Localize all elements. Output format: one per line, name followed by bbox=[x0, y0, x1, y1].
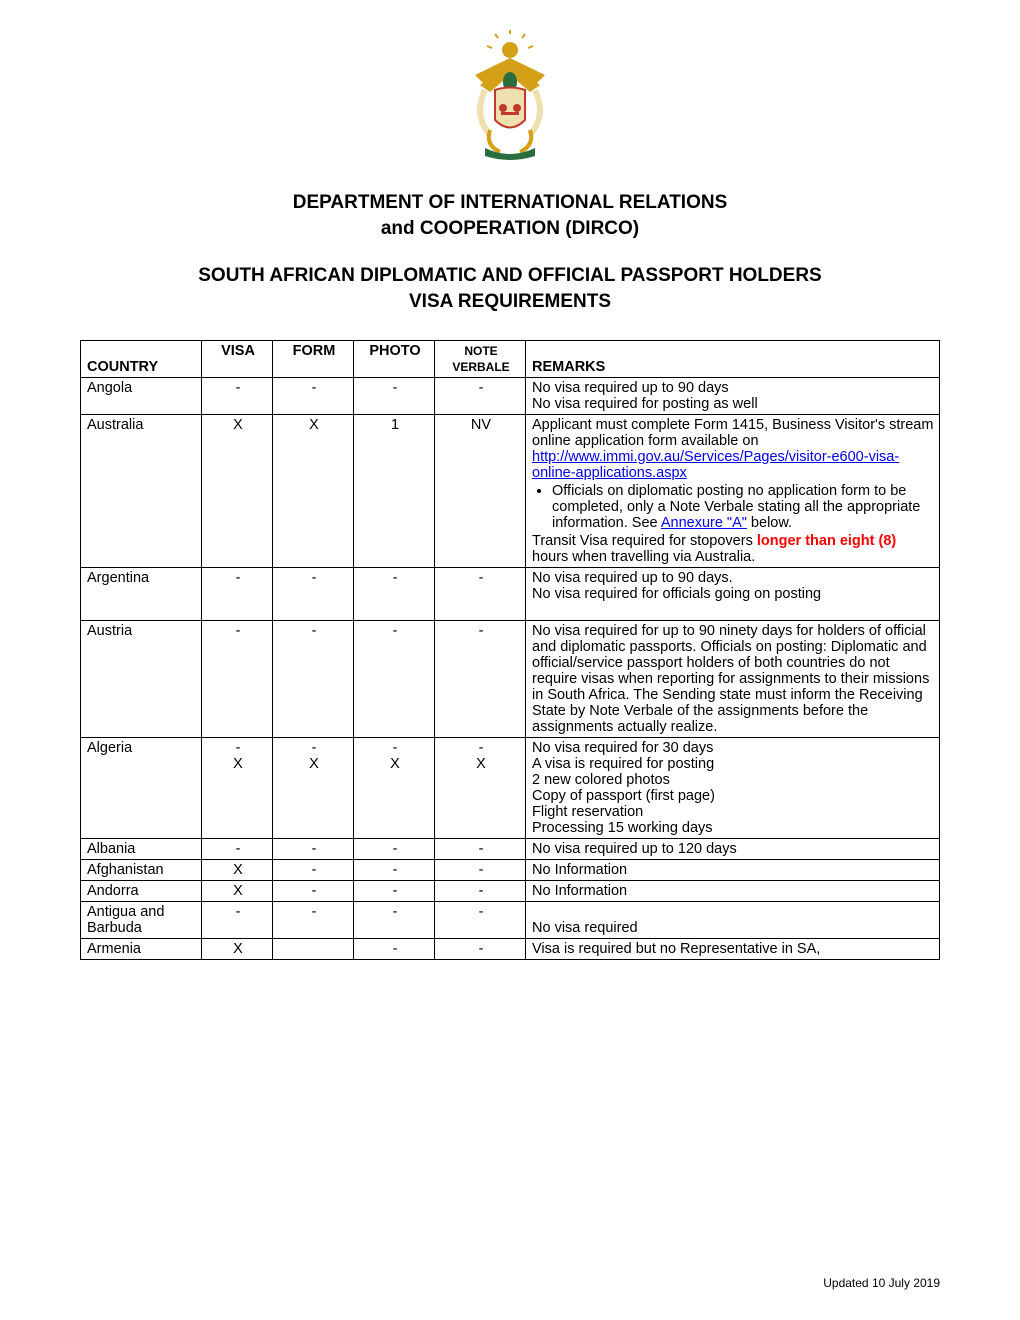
cell-form bbox=[273, 938, 354, 959]
cell-visa: - bbox=[202, 567, 273, 620]
cell-form: - bbox=[273, 901, 354, 938]
title-line-4: VISA REQUIREMENTS bbox=[80, 289, 940, 315]
title-line-3: SOUTH AFRICAN DIPLOMATIC AND OFFICIAL PA… bbox=[80, 263, 940, 289]
col-note-verbale: NOTE VERBALE bbox=[435, 340, 526, 377]
col-photo: PHOTO bbox=[354, 340, 435, 377]
cell-visa: - bbox=[202, 377, 273, 414]
cell-visa: - bbox=[202, 838, 273, 859]
cell-remarks: No visa required for up to 90 ninety day… bbox=[526, 620, 940, 737]
table-body: Angola----No visa required up to 90 days… bbox=[81, 377, 940, 959]
cell-nv: - bbox=[435, 377, 526, 414]
table-row: AfghanistanX---No Information bbox=[81, 859, 940, 880]
footer-updated: Updated 10 July 2019 bbox=[823, 1276, 940, 1290]
cell-visa: - bbox=[202, 901, 273, 938]
title-block: DEPARTMENT OF INTERNATIONAL RELATIONS an… bbox=[80, 190, 940, 315]
cell-nv: - bbox=[435, 620, 526, 737]
cell-photo: - bbox=[354, 838, 435, 859]
cell-remarks: No visa required bbox=[526, 901, 940, 938]
cell-form: -X bbox=[273, 737, 354, 838]
table-row: Argentina----No visa required up to 90 d… bbox=[81, 567, 940, 620]
cell-country: Albania bbox=[81, 838, 202, 859]
cell-visa: X bbox=[202, 414, 273, 567]
cell-remarks: Visa is required but no Representative i… bbox=[526, 938, 940, 959]
cell-country: Afghanistan bbox=[81, 859, 202, 880]
cell-country: Andorra bbox=[81, 880, 202, 901]
cell-visa: X bbox=[202, 880, 273, 901]
cell-nv: NV bbox=[435, 414, 526, 567]
col-form: FORM bbox=[273, 340, 354, 377]
cell-form: - bbox=[273, 859, 354, 880]
cell-country: Argentina bbox=[81, 567, 202, 620]
table-row: Angola----No visa required up to 90 days… bbox=[81, 377, 940, 414]
title-line-1: DEPARTMENT OF INTERNATIONAL RELATIONS bbox=[80, 190, 940, 216]
cell-form: X bbox=[273, 414, 354, 567]
cell-nv: - bbox=[435, 838, 526, 859]
cell-remarks: No Information bbox=[526, 859, 940, 880]
cell-form: - bbox=[273, 567, 354, 620]
cell-form: - bbox=[273, 838, 354, 859]
cell-country: Antigua and Barbuda bbox=[81, 901, 202, 938]
cell-remarks: No visa required up to 90 days.No visa r… bbox=[526, 567, 940, 620]
cell-photo: - bbox=[354, 567, 435, 620]
title-line-2: and COOPERATION (DIRCO) bbox=[80, 216, 940, 242]
cell-country: Angola bbox=[81, 377, 202, 414]
table-row: Albania----No visa required up to 120 da… bbox=[81, 838, 940, 859]
cell-country: Armenia bbox=[81, 938, 202, 959]
cell-nv: - bbox=[435, 567, 526, 620]
cell-nv: - bbox=[435, 859, 526, 880]
cell-photo: - bbox=[354, 938, 435, 959]
cell-remarks: No visa required up to 90 daysNo visa re… bbox=[526, 377, 940, 414]
cell-country: Australia bbox=[81, 414, 202, 567]
cell-photo: - bbox=[354, 620, 435, 737]
visa-table: COUNTRY VISA FORM PHOTO NOTE VERBALE REM… bbox=[80, 340, 940, 960]
col-visa: VISA bbox=[202, 340, 273, 377]
cell-remarks: Applicant must complete Form 1415, Busin… bbox=[526, 414, 940, 567]
cell-remarks: No visa required for 30 daysA visa is re… bbox=[526, 737, 940, 838]
cell-form: - bbox=[273, 880, 354, 901]
cell-form: - bbox=[273, 620, 354, 737]
cell-nv: - bbox=[435, 901, 526, 938]
table-row: AustraliaXX1NVApplicant must complete Fo… bbox=[81, 414, 940, 567]
table-row: ArmeniaX--Visa is required but no Repres… bbox=[81, 938, 940, 959]
table-row: AndorraX---No Information bbox=[81, 880, 940, 901]
cell-form: - bbox=[273, 377, 354, 414]
cell-visa: -X bbox=[202, 737, 273, 838]
coat-of-arms-icon bbox=[455, 30, 565, 160]
col-country: COUNTRY bbox=[81, 340, 202, 377]
cell-visa: X bbox=[202, 938, 273, 959]
cell-photo: - bbox=[354, 859, 435, 880]
cell-nv: -X bbox=[435, 737, 526, 838]
col-remarks: REMARKS bbox=[526, 340, 940, 377]
cell-remarks: No visa required up to 120 days bbox=[526, 838, 940, 859]
cell-nv: - bbox=[435, 938, 526, 959]
table-header-row: COUNTRY VISA FORM PHOTO NOTE VERBALE REM… bbox=[81, 340, 940, 377]
cell-nv: - bbox=[435, 880, 526, 901]
table-row: Antigua and Barbuda----No visa required bbox=[81, 901, 940, 938]
cell-photo: - bbox=[354, 901, 435, 938]
cell-visa: X bbox=[202, 859, 273, 880]
table-row: Austria----No visa required for up to 90… bbox=[81, 620, 940, 737]
cell-photo: - bbox=[354, 377, 435, 414]
cell-visa: - bbox=[202, 620, 273, 737]
cell-country: Algeria bbox=[81, 737, 202, 838]
page: DEPARTMENT OF INTERNATIONAL RELATIONS an… bbox=[0, 0, 1020, 1320]
cell-photo: -X bbox=[354, 737, 435, 838]
table-row: Algeria-X-X-X-XNo visa required for 30 d… bbox=[81, 737, 940, 838]
cell-photo: 1 bbox=[354, 414, 435, 567]
cell-photo: - bbox=[354, 880, 435, 901]
cell-country: Austria bbox=[81, 620, 202, 737]
cell-remarks: No Information bbox=[526, 880, 940, 901]
